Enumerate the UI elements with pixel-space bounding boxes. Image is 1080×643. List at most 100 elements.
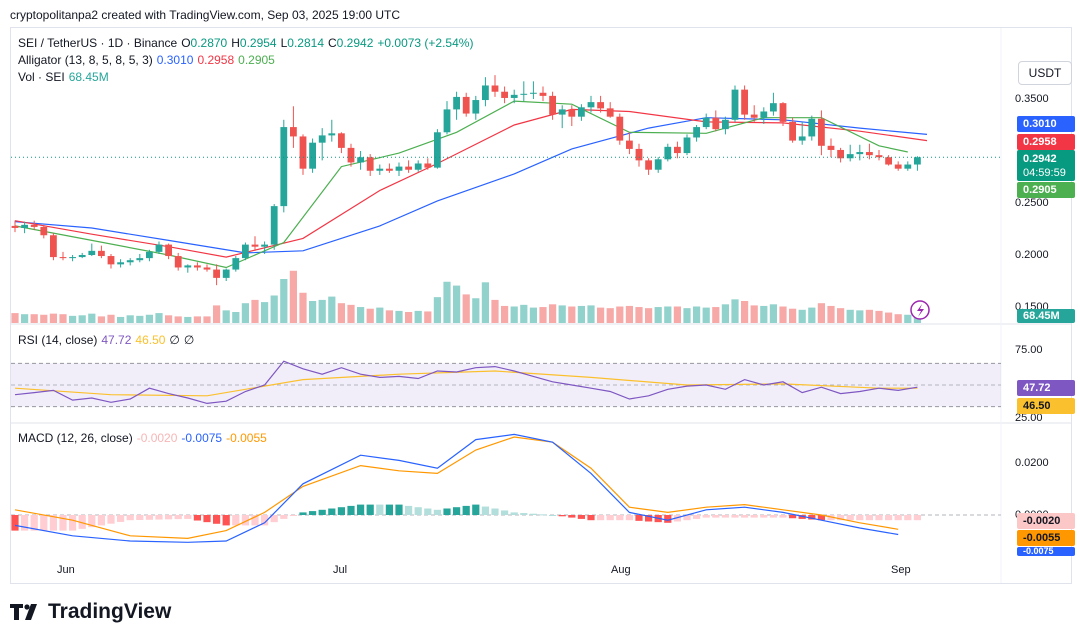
macd-histogram-bar <box>328 508 336 515</box>
macd-histogram-bar <box>837 515 845 521</box>
macd-histogram-bar <box>875 515 883 521</box>
candle-body <box>251 244 259 247</box>
volume-bar <box>491 299 499 323</box>
volume-bar <box>683 308 691 323</box>
macd-histogram-bar <box>577 515 585 519</box>
macd-histogram-bar <box>817 515 825 521</box>
volume-bar <box>481 282 489 323</box>
close-price-badge: 0.2942 04:59:59 <box>1017 150 1075 181</box>
candle-body <box>866 152 873 156</box>
macd-histogram-bar <box>251 515 259 526</box>
candle-body <box>712 117 720 130</box>
volume-bar <box>539 307 547 323</box>
candle-body <box>347 147 355 163</box>
macd-histogram-bar <box>347 505 355 515</box>
symbol-legend: SEI / TetherUS · 1D · Binance O0.2870 H0.2… <box>18 36 477 50</box>
volume-bar <box>88 313 96 323</box>
candle-body <box>213 269 220 278</box>
time-label-aug: Aug <box>611 564 631 576</box>
macd-signal-value: -0.0055 <box>226 431 267 445</box>
candle-body <box>606 108 614 117</box>
candle-body <box>424 163 432 168</box>
symbol-name: SEI / TetherUS · 1D · Binance <box>18 36 178 50</box>
macd-histogram-bar <box>789 515 797 519</box>
candle-body <box>837 149 844 159</box>
macd-histogram-bar <box>174 515 182 520</box>
candle-body <box>98 250 105 257</box>
attribution: cryptopolitanpa2 created with TradingVie… <box>10 8 401 22</box>
brand-name: TradingView <box>48 600 172 623</box>
candle-body <box>482 85 489 101</box>
macd-legend: MACD (12, 26, close) -0.0020 -0.0075 -0.005… <box>18 431 271 445</box>
macd-histogram-bar <box>587 515 595 521</box>
chart-canvas[interactable] <box>11 28 1071 583</box>
volume-bar <box>251 299 259 323</box>
jaw-price-badge: 0.3010 <box>1017 116 1075 132</box>
candle-body <box>50 235 57 258</box>
tradingview-logo: TradingView <box>10 600 171 624</box>
chart-frame[interactable]: SEI / TetherUS · 1D · Binance O0.2870 H0.2… <box>10 27 1075 584</box>
volume-bar <box>385 310 393 323</box>
open-label: O <box>181 36 191 50</box>
macd-histogram-bar <box>702 515 710 518</box>
macd-histogram-bar <box>280 515 288 519</box>
candle-body <box>779 103 787 122</box>
macd-histogram-bar <box>261 515 269 526</box>
macd-histogram-bar <box>741 515 749 518</box>
macd-histogram-bar <box>88 515 96 528</box>
volume-bar <box>789 308 797 323</box>
macd-histogram-bar <box>117 515 125 522</box>
volume-bar <box>165 315 173 323</box>
teeth-price-badge: 0.2958 <box>1017 134 1075 150</box>
macd-histogram-bar <box>385 504 393 515</box>
volume-bar <box>741 301 749 323</box>
candle-body <box>414 163 422 170</box>
volume-bar <box>865 309 873 323</box>
candle-body <box>789 121 796 141</box>
candle-body <box>875 155 883 158</box>
candle-body <box>558 109 566 115</box>
candle-body <box>290 127 297 137</box>
volume-bar <box>645 308 653 323</box>
macd-histogram-bar <box>865 515 873 521</box>
candle-body <box>530 92 537 94</box>
volume-bar <box>673 306 681 323</box>
macd-histogram-bar <box>443 508 451 515</box>
volume-bar <box>875 310 883 323</box>
candle-body <box>741 89 748 115</box>
volume-bar <box>328 296 336 323</box>
macd-signal-line <box>14 436 899 540</box>
candle-body <box>674 146 681 154</box>
macd-histogram-bar <box>856 515 864 521</box>
candle-body <box>654 159 662 170</box>
volume-bar <box>318 299 326 323</box>
lips-price-badge: 0.2905 <box>1017 182 1075 198</box>
volume-bar <box>529 307 537 323</box>
macd-histogram-bar <box>904 515 912 521</box>
volume-bar <box>625 305 633 323</box>
price-tick-0350: 0.3500 <box>1015 93 1049 105</box>
volume-bar <box>568 306 576 323</box>
candle-body <box>338 133 345 148</box>
candle-body <box>126 260 134 263</box>
alligator-teeth-value: 0.2958 <box>197 53 235 67</box>
low-label: L <box>280 36 288 50</box>
candle-body <box>117 262 124 265</box>
candle-body <box>856 152 864 155</box>
volume-bar <box>376 307 384 323</box>
currency-button[interactable]: USDT <box>1018 61 1072 85</box>
volume-bar <box>894 314 902 323</box>
rsi-empty-1: ∅ <box>169 333 180 347</box>
volume-bar <box>270 295 278 323</box>
macd-histogram-bar <box>645 515 653 522</box>
volume-bar <box>136 315 144 323</box>
candle-body <box>453 96 460 110</box>
volume-bar <box>856 310 864 323</box>
macd-histogram-bar <box>11 515 19 531</box>
volume-bar <box>107 314 115 323</box>
macd-histogram-bar <box>750 515 758 518</box>
candle-body <box>88 250 96 255</box>
macd-histogram-bar <box>683 515 691 521</box>
volume-bar <box>232 312 240 323</box>
volume-bar <box>261 302 269 323</box>
